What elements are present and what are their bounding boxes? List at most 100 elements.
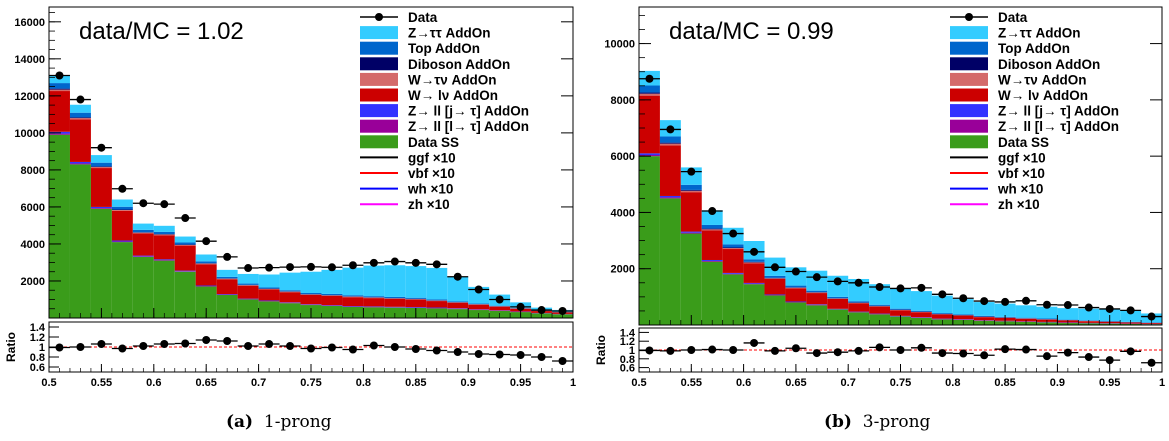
bar-w-l-addon-3 bbox=[701, 230, 723, 260]
ratio-point-4 bbox=[139, 342, 148, 350]
legend-label-8: Data SS bbox=[408, 135, 459, 150]
caption-b-label: (b) bbox=[824, 412, 852, 432]
ratio-point-0 bbox=[55, 343, 64, 352]
data-point-9 bbox=[833, 277, 842, 286]
legend-swatch-6 bbox=[360, 104, 398, 118]
legend-swatch-4 bbox=[950, 72, 988, 86]
bar-diboson-addon-2 bbox=[680, 189, 702, 191]
ytick-label-1: 4000 bbox=[611, 207, 635, 219]
xtick-label-3: 0.65 bbox=[785, 377, 806, 389]
bar-w-l-addon-4 bbox=[132, 233, 154, 256]
bar-z-addon-17 bbox=[994, 303, 1016, 317]
bar-top-addon-2 bbox=[680, 184, 702, 190]
ratio-point-1 bbox=[666, 346, 675, 355]
data-point-2 bbox=[97, 143, 106, 152]
data-point-21 bbox=[495, 295, 504, 304]
bar-w-l-addon-12 bbox=[300, 294, 322, 305]
ratio-point-19 bbox=[1042, 352, 1051, 361]
bar-z-addon-16 bbox=[973, 302, 995, 316]
bar-z-addon-5 bbox=[153, 225, 175, 232]
data-point-8 bbox=[812, 273, 821, 282]
legend-label-1: Z→ττ AddOn bbox=[998, 26, 1081, 41]
ratio-ytick-label-3: 1.2 bbox=[30, 332, 45, 344]
legend-label-11: wh ×10 bbox=[997, 182, 1043, 197]
caption-a-text: 1-prong bbox=[263, 412, 332, 432]
bar-data-ss-10 bbox=[848, 312, 870, 325]
bar-w-addon-11 bbox=[279, 291, 301, 293]
legend-label-2: Top AddOn bbox=[998, 41, 1070, 56]
bar-z-addon-20 bbox=[468, 286, 490, 304]
data-point-10 bbox=[854, 278, 863, 287]
bar-top-addon-14 bbox=[931, 313, 953, 314]
bar-top-addon-10 bbox=[258, 287, 280, 289]
bar-top-addon-4 bbox=[722, 244, 744, 248]
ratio-point-8 bbox=[812, 349, 821, 358]
legend-label-2: Top AddOn bbox=[408, 41, 480, 56]
data-point-12 bbox=[307, 262, 315, 271]
bar-w-l-addon-18 bbox=[426, 301, 448, 308]
data-point-12 bbox=[896, 284, 905, 293]
bar-top-addon-13 bbox=[321, 293, 343, 296]
bar-z-ll-j-addon-0 bbox=[639, 153, 660, 156]
data-points bbox=[639, 74, 1162, 321]
bar-data-ss-13 bbox=[321, 305, 343, 318]
bar-w-addon-1 bbox=[69, 118, 91, 120]
bar-z-ll-j-addon-4 bbox=[722, 272, 744, 274]
bar-w-l-addon-19 bbox=[447, 302, 469, 309]
xtick-label-5: 0.75 bbox=[890, 377, 911, 389]
bar-w-l-addon-17 bbox=[405, 299, 427, 307]
caption-b: (b) 3-prong bbox=[824, 412, 930, 432]
bar-top-addon-7 bbox=[785, 285, 807, 288]
xtick-label-8: 0.9 bbox=[1050, 377, 1065, 389]
legend-label-0: Data bbox=[998, 10, 1028, 25]
bar-w-addon-15 bbox=[363, 297, 385, 299]
legend-swatch-8 bbox=[950, 135, 988, 149]
data-point-17 bbox=[1001, 297, 1010, 306]
xtick-label-4: 0.7 bbox=[251, 377, 266, 389]
bar-w-addon-0 bbox=[639, 93, 660, 96]
bar-top-addon-3 bbox=[111, 206, 133, 210]
data-point-20 bbox=[474, 285, 483, 294]
data-point-21 bbox=[1084, 303, 1093, 312]
ratio-point-1 bbox=[76, 343, 85, 351]
bar-top-addon-13 bbox=[910, 310, 932, 312]
legend-label-8: Data SS bbox=[998, 135, 1049, 150]
bar-top-addon-18 bbox=[1015, 317, 1037, 319]
legend-swatch-1 bbox=[360, 26, 398, 40]
bar-z-addon-8 bbox=[216, 269, 238, 277]
bar-top-addon-5 bbox=[153, 231, 175, 235]
bar-z-ll-l-addon-1 bbox=[659, 197, 681, 199]
bar-z-addon-20 bbox=[1057, 308, 1079, 320]
bar-w-l-addon-13 bbox=[910, 312, 932, 318]
ratio-point-12 bbox=[896, 346, 905, 354]
bar-data-ss-4 bbox=[722, 274, 744, 325]
legend-label-7: Z→ ll [l→ τ] AddOn bbox=[408, 119, 529, 134]
ratio-ytick-label-2: 1 bbox=[629, 345, 635, 357]
bar-top-addon-0 bbox=[639, 85, 660, 93]
data-point-13 bbox=[917, 283, 926, 292]
bar-w-l-addon-4 bbox=[722, 249, 744, 273]
panel-a: 2000 4000 6000 8000 10000 12000 14000 16000 data… bbox=[4, 6, 576, 389]
bar-z-ll-j-addon-5 bbox=[153, 259, 175, 261]
ratio-point-19 bbox=[453, 348, 462, 356]
ratio-point-14 bbox=[938, 349, 947, 358]
bar-data-ss-4 bbox=[132, 256, 154, 318]
bar-z-addon-4 bbox=[132, 223, 154, 230]
ytick-label-2: 6000 bbox=[611, 151, 635, 163]
data-point-14 bbox=[938, 290, 947, 299]
ratio-point-22 bbox=[516, 351, 525, 359]
bar-w-l-addon-6 bbox=[764, 278, 786, 295]
data-point-15 bbox=[369, 258, 378, 267]
xtick-label-4: 0.7 bbox=[841, 377, 856, 389]
ratio-ytick-label-0: 0.6 bbox=[620, 363, 635, 375]
data-point-7 bbox=[202, 237, 211, 246]
legend-swatch-7 bbox=[360, 119, 398, 133]
ratio-point-12 bbox=[307, 344, 315, 353]
bar-z-ll-l-addon-5 bbox=[743, 283, 765, 285]
bar-top-addon-17 bbox=[405, 297, 427, 299]
bar-diboson-addon-1 bbox=[69, 117, 91, 119]
ratio-point-16 bbox=[390, 343, 399, 351]
bar-w-addon-4 bbox=[722, 248, 744, 250]
bar-w-l-addon-16 bbox=[973, 317, 995, 321]
bar-w-l-addon-0 bbox=[639, 95, 660, 154]
